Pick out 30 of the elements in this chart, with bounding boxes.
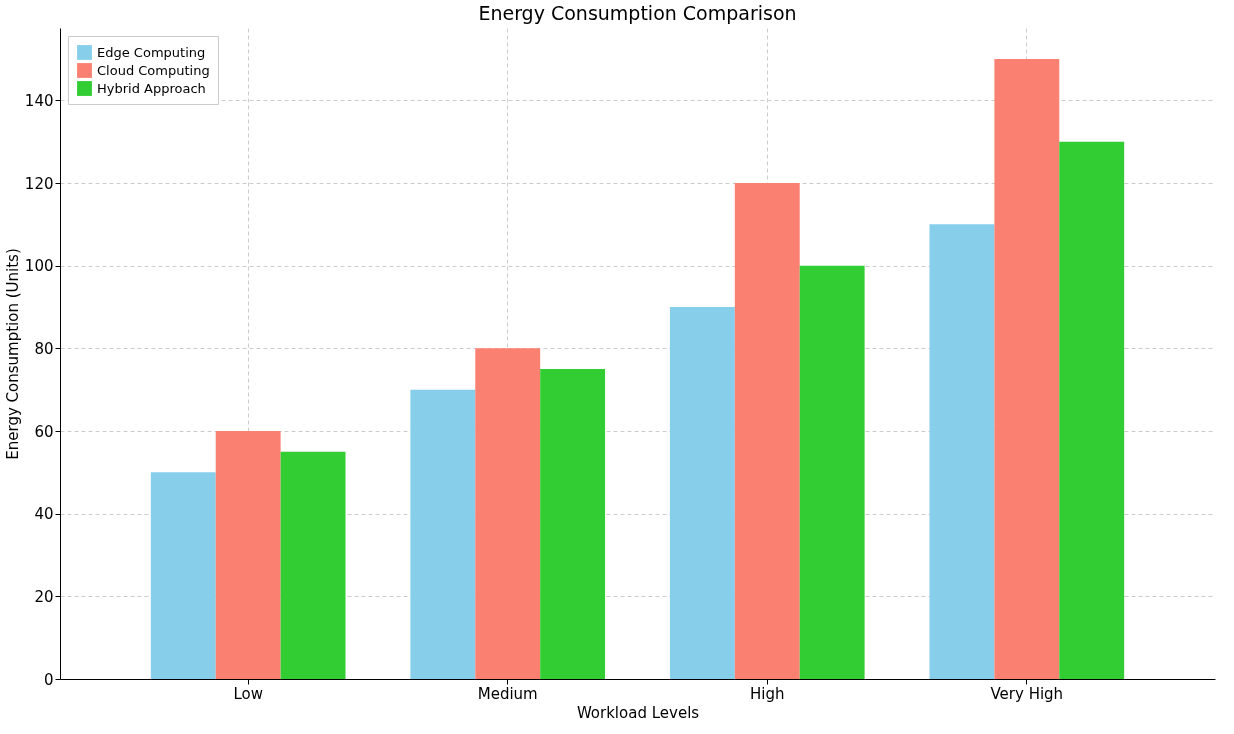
bar <box>994 59 1060 679</box>
y-tick-label: 40 <box>34 505 54 524</box>
y-tick-label: 0 <box>43 670 54 689</box>
bar <box>929 224 995 679</box>
legend-label: Cloud Computing <box>97 62 210 78</box>
x-tick-label: Low <box>233 684 263 703</box>
bar <box>669 307 735 679</box>
x-tick-label: High <box>750 684 785 703</box>
bar <box>410 389 476 679</box>
chart-title: Energy Consumption Comparison <box>478 2 797 24</box>
bar <box>734 183 800 679</box>
y-tick-label: 120 <box>24 174 54 193</box>
y-axis-title: Energy Consumption (Units) <box>3 248 22 460</box>
x-axis-title: Workload Levels <box>576 703 700 722</box>
y-tick-label: 80 <box>34 339 54 358</box>
y-tick-label: 20 <box>34 587 54 606</box>
x-tick-label: Medium <box>477 684 538 703</box>
legend-label: Edge Computing <box>97 44 206 60</box>
bar <box>475 348 541 679</box>
x-tick-label: Very High <box>990 684 1064 703</box>
bar <box>280 451 346 679</box>
y-tick-label: 100 <box>24 257 54 276</box>
bar <box>215 431 281 679</box>
legend-label: Hybrid Approach <box>97 80 206 96</box>
bar <box>540 369 606 679</box>
y-tick-label: 140 <box>24 91 54 110</box>
bar <box>150 472 216 679</box>
bar <box>799 265 865 679</box>
bar <box>1059 141 1125 679</box>
y-tick-label: 60 <box>34 422 54 441</box>
